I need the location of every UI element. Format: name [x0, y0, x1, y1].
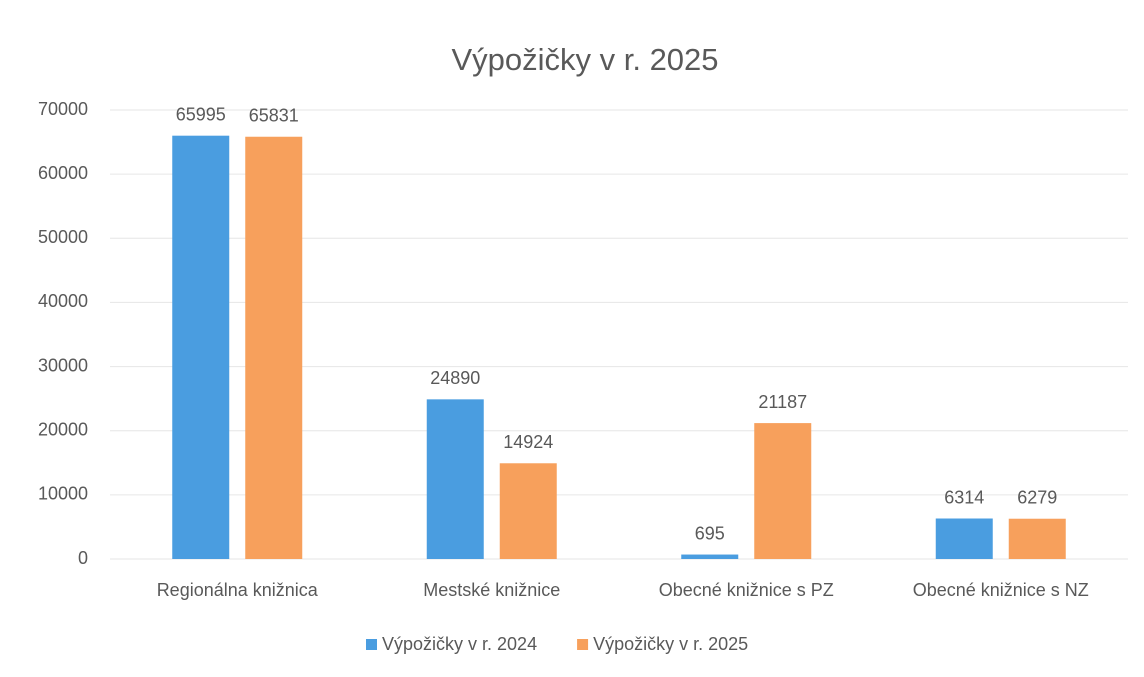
bar [245, 136, 303, 559]
y-tick-label: 0 [78, 548, 88, 568]
bar [1008, 518, 1066, 559]
bar [426, 399, 484, 559]
data-label: 6314 [944, 487, 984, 507]
y-tick-label: 70000 [38, 99, 88, 119]
legend-label: Výpožičky v r. 2025 [593, 634, 748, 654]
y-tick-label: 30000 [38, 355, 88, 375]
legend-swatch [577, 639, 589, 650]
bar [754, 423, 812, 559]
y-tick-label: 50000 [38, 227, 88, 247]
data-label: 65995 [176, 104, 226, 124]
bar [172, 135, 230, 559]
x-tick-label: Obecné knižnice s PZ [659, 580, 834, 600]
data-label: 21187 [758, 392, 807, 412]
data-label: 65831 [249, 105, 299, 125]
data-label: 695 [695, 523, 725, 543]
bar [935, 518, 993, 559]
x-tick-label: Regionálna knižnica [157, 580, 319, 600]
chart-title: Výpožičky v r. 2025 [451, 42, 718, 77]
bar [499, 463, 557, 559]
data-label: 24890 [430, 368, 480, 388]
data-label: 14924 [503, 432, 553, 452]
legend-swatch [366, 639, 377, 650]
data-label: 6279 [1017, 487, 1057, 507]
bar [681, 554, 739, 559]
legend-label: Výpožičky v r. 2024 [382, 634, 537, 654]
x-tick-label: Obecné knižnice s NZ [913, 580, 1089, 600]
y-tick-label: 40000 [38, 291, 88, 311]
y-tick-label: 10000 [38, 484, 88, 504]
y-tick-label: 20000 [38, 419, 88, 439]
y-tick-label: 60000 [38, 163, 88, 183]
x-tick-label: Mestské knižnice [423, 580, 560, 600]
